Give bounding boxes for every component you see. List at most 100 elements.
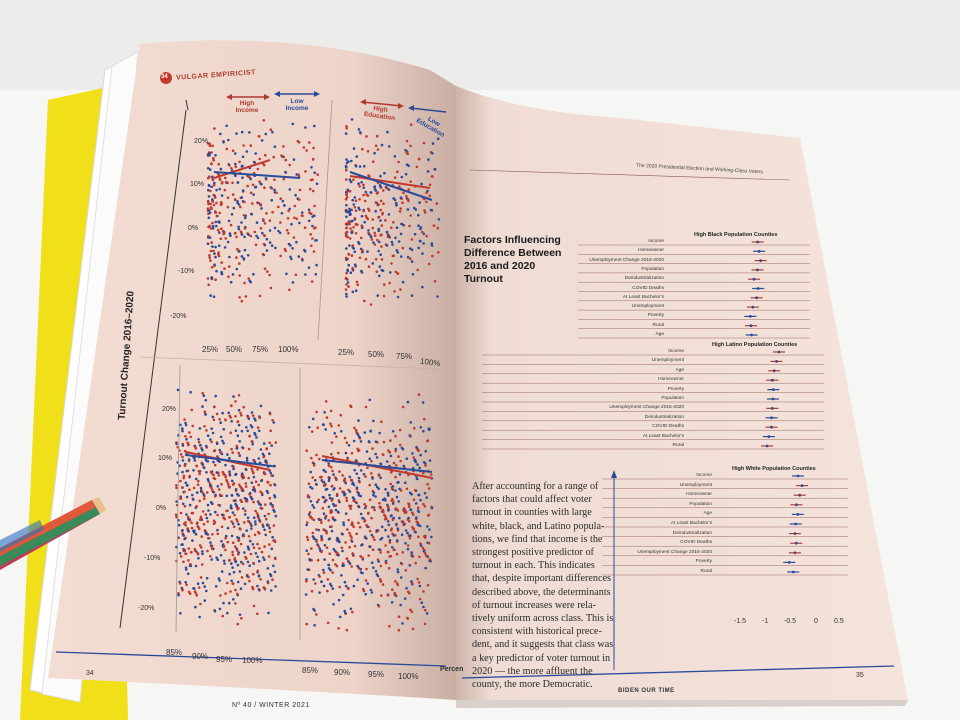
scatter-dot	[194, 532, 198, 536]
scatter-dot	[305, 622, 309, 626]
scatter-dot	[341, 593, 345, 597]
scatter-dot	[238, 483, 241, 487]
scatter-dot	[379, 185, 382, 189]
scatter-dot	[359, 512, 363, 516]
scatter-dot	[297, 198, 301, 201]
x-axis-label-partial: Percen	[440, 666, 464, 673]
scatter-dot	[315, 182, 319, 186]
scatter-dot	[380, 143, 384, 147]
scatter-dot	[405, 457, 409, 461]
scatter-dot	[286, 217, 290, 220]
scatter-dot	[377, 487, 381, 491]
scatter-dot	[373, 538, 376, 542]
scatter-dot	[263, 545, 266, 548]
scatter-dot	[177, 536, 180, 540]
scatter-dot	[372, 493, 375, 497]
scatter-dot	[190, 521, 193, 525]
scatter-dot	[338, 487, 342, 490]
scatter-dot	[188, 474, 191, 478]
scatter-dot	[356, 447, 359, 451]
scatter-dot	[230, 534, 234, 538]
scatter-dot	[423, 505, 427, 508]
scatter-dot	[341, 564, 344, 567]
coef-point	[751, 305, 755, 309]
scatter-dot	[326, 578, 330, 581]
scatter-dot	[373, 231, 377, 235]
scatter-dot	[248, 579, 251, 583]
scatter-dot	[297, 173, 301, 176]
scatter-dot	[318, 591, 321, 594]
scatter-dot	[205, 429, 208, 432]
scatter-dot	[241, 164, 244, 168]
scatter-dot	[212, 418, 216, 422]
scatter-dot	[300, 211, 304, 214]
coef-row-label: Poverty	[647, 313, 664, 319]
scatter-dot	[429, 208, 433, 212]
scatter-dot	[295, 240, 298, 244]
scatter-dot	[247, 535, 251, 538]
scatter-dot	[268, 241, 272, 244]
scatter-dot	[224, 176, 227, 180]
scatter-dot	[413, 489, 417, 492]
scatter-dot	[258, 294, 262, 298]
scatter-dot	[357, 449, 360, 453]
scatter-dot	[371, 548, 375, 551]
scatter-dot	[358, 198, 361, 201]
scatter-dot	[241, 155, 245, 159]
scatter-dot	[234, 429, 238, 433]
scatter-dot	[250, 425, 254, 429]
scatter-dot	[263, 588, 267, 591]
scatter-dot	[371, 447, 374, 450]
scatter-dot	[313, 623, 316, 627]
scatter-dot	[332, 547, 336, 551]
scatter-dot	[211, 198, 214, 201]
scatter-dot	[208, 143, 212, 146]
scatter-dot	[427, 262, 431, 266]
scatter-dot	[430, 244, 434, 247]
scatter-dot	[184, 521, 187, 524]
scatter-dot	[237, 394, 241, 397]
scatter-dot	[308, 141, 311, 144]
scatter-dot	[256, 426, 260, 429]
scatter-dot	[370, 472, 373, 475]
scatter-dot	[348, 237, 352, 240]
coef-point	[772, 369, 776, 373]
scatter-dot	[244, 295, 248, 298]
scatter-dot	[266, 481, 270, 484]
scatter-dot	[416, 448, 420, 452]
scatter-dot	[216, 513, 219, 517]
scatter-dot	[309, 500, 313, 503]
scatter-dot	[318, 457, 321, 461]
scatter-dot	[241, 189, 245, 192]
scatter-dot	[301, 259, 304, 262]
scatter-dot	[362, 183, 365, 187]
coef-point	[791, 570, 795, 574]
scatter-dot	[228, 486, 231, 489]
scatter-dot	[306, 538, 310, 542]
scatter-dot	[428, 183, 432, 187]
scatter-dot	[330, 584, 333, 588]
scatter-dot	[405, 586, 408, 590]
scatter-dot	[378, 265, 382, 268]
scatter-dot	[395, 495, 399, 499]
scatter-dot	[313, 226, 316, 230]
scatter-dot	[354, 232, 358, 235]
scatter-dot	[246, 254, 250, 257]
scatter-dot	[207, 480, 210, 483]
scatter-dot	[206, 141, 210, 145]
scatter-dot	[361, 249, 364, 253]
scatter-dot	[193, 456, 196, 460]
scatter-dot	[417, 246, 421, 250]
scatter-dot	[305, 449, 309, 453]
scatter-dot	[357, 505, 361, 509]
scatter-dot	[433, 280, 437, 283]
scatter-dot	[379, 199, 383, 203]
scatter-dot	[390, 601, 394, 604]
scatter-dot	[271, 419, 274, 422]
scatter-dot	[214, 245, 217, 249]
scatter-dot	[189, 562, 192, 566]
x-tick: 25%	[338, 348, 355, 357]
scatter-dot	[288, 288, 291, 292]
scatter-dot	[212, 522, 216, 526]
scatter-dot	[267, 611, 270, 615]
